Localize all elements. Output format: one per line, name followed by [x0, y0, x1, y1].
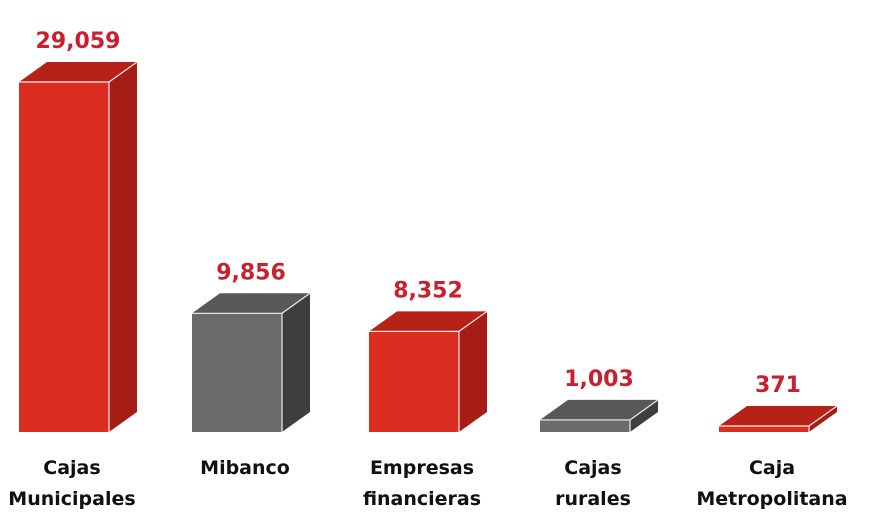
bar-group — [540, 399, 659, 432]
bar-top — [540, 399, 658, 420]
bar-side — [282, 293, 310, 432]
value-label: 371 — [755, 373, 801, 398]
category-label-line: Metropolitana — [696, 488, 847, 510]
bar-group — [192, 292, 311, 432]
bar-edge — [808, 405, 838, 427]
bar-top — [369, 311, 487, 332]
bar-edge — [458, 310, 488, 332]
bar — [369, 331, 459, 432]
category-label-line: Empresas — [370, 457, 474, 479]
category-label-line: Cajas — [564, 457, 621, 479]
category-label: Mibanco — [200, 457, 290, 479]
value-label: 9,856 — [216, 260, 286, 285]
bar-group — [369, 310, 488, 432]
bar-top — [19, 62, 137, 82]
bar — [719, 426, 809, 432]
category-label: Cajas rurales — [555, 457, 631, 510]
category-label-line: Cajas — [43, 457, 100, 479]
bar-edge — [629, 399, 659, 421]
bar — [192, 313, 282, 432]
bar-group — [719, 405, 838, 432]
bar-side — [809, 406, 837, 432]
category-label-line: financieras — [363, 488, 481, 510]
bar-edge — [281, 292, 311, 314]
category-label-line: Mibanco — [200, 457, 290, 479]
category-label: Empresas financieras — [363, 457, 481, 510]
bar-side — [459, 311, 487, 432]
category-label-line: rurales — [555, 488, 631, 510]
category-label-line: Caja — [749, 457, 795, 479]
bar-top — [192, 293, 310, 314]
category-label: Caja Metropolitana — [696, 457, 847, 510]
value-label: 1,003 — [564, 367, 634, 392]
bar-side — [109, 62, 137, 432]
bar-edge — [108, 61, 138, 83]
value-label: 8,352 — [393, 278, 463, 303]
bar-group — [19, 61, 138, 432]
bar — [540, 419, 630, 432]
category-label-line: Municipales — [8, 488, 135, 510]
category-label: Cajas Municipales — [8, 457, 135, 510]
bar — [19, 82, 109, 432]
bar-side — [630, 399, 658, 432]
bar-top — [719, 406, 837, 426]
value-label: 29,059 — [36, 29, 121, 54]
